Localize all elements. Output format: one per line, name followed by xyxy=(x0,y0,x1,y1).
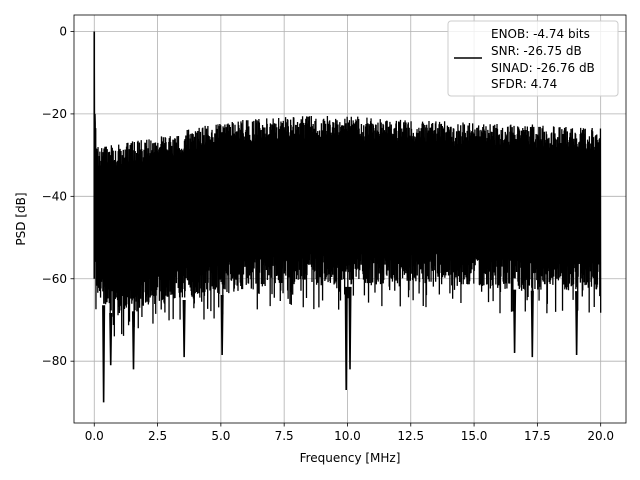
legend-sfdr: SFDR: 4.74 xyxy=(491,77,557,91)
y-tick-label: −60 xyxy=(42,272,67,286)
psd-deep-minimum xyxy=(344,286,348,391)
psd-deep-minimum xyxy=(575,291,579,356)
x-tick-label: 17.5 xyxy=(524,429,551,443)
y-tick-label: −40 xyxy=(42,189,67,203)
x-tick-label: 2.5 xyxy=(148,429,167,443)
x-tick-label: 20.0 xyxy=(587,429,614,443)
legend: ENOB: -4.74 bits SNR: -26.75 dB SINAD: -… xyxy=(447,20,619,97)
x-tick-label: 5.0 xyxy=(211,429,230,443)
y-axis-ticks: 0 −20 −40 −60 −80 xyxy=(42,24,74,368)
legend-enob: ENOB: -4.74 bits xyxy=(491,27,590,41)
y-axis-label: PSD [dB] xyxy=(14,192,28,245)
psd-deep-minimum xyxy=(131,311,136,370)
plot-frame xyxy=(73,14,627,424)
psd-deep-minimum xyxy=(530,290,534,358)
x-axis-ticks: 0.0 2.5 5.0 7.5 10.0 12.5 15.0 17.5 20.0 xyxy=(85,423,614,443)
x-axis-label: Frequency [MHz] xyxy=(300,451,401,465)
psd-deep-minimum xyxy=(182,300,186,358)
x-tick-label: 7.5 xyxy=(275,429,294,443)
psd-deep-minimum xyxy=(220,294,224,356)
legend-sinad: SINAD: -26.76 dB xyxy=(491,61,595,75)
psd-series-line xyxy=(93,31,602,403)
psd-deep-minimum xyxy=(348,286,352,370)
y-tick-label: 0 xyxy=(59,24,67,38)
psd-deep-minimum xyxy=(513,289,517,353)
x-tick-label: 0.0 xyxy=(85,429,104,443)
psd-deep-minimum xyxy=(102,305,106,403)
y-tick-label: −20 xyxy=(42,107,67,121)
legend-box xyxy=(447,20,619,97)
x-tick-label: 10.0 xyxy=(334,429,361,443)
x-tick-label: 12.5 xyxy=(397,429,424,443)
x-tick-label: 15.0 xyxy=(461,429,488,443)
psd-deep-minimum xyxy=(109,312,113,366)
psd-trace xyxy=(93,31,602,337)
legend-snr: SNR: -26.75 dB xyxy=(491,44,582,58)
y-tick-label: −80 xyxy=(42,354,67,368)
